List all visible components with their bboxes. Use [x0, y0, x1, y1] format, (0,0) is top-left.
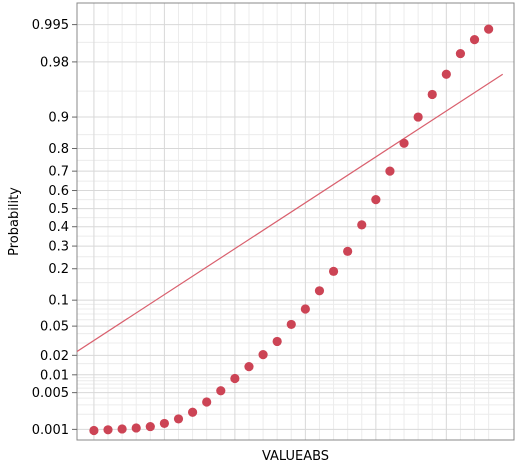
- y-tick-label: 0.001: [32, 423, 69, 438]
- data-point: [314, 286, 325, 296]
- data-point: [469, 35, 480, 45]
- data-point: [300, 304, 310, 314]
- data-point: [145, 421, 155, 432]
- data-point: [103, 425, 113, 435]
- data-point: [357, 220, 367, 230]
- plot-frame: [76, 2, 515, 441]
- data-point: [399, 138, 409, 148]
- y-tick-label: 0.2: [48, 262, 69, 277]
- data-point: [441, 69, 451, 79]
- data-point: [484, 24, 494, 34]
- y-tick-label: 0.98: [40, 55, 69, 70]
- data-point: [187, 407, 198, 417]
- y-tick-label: 0.9: [48, 111, 69, 126]
- data-point: [230, 373, 240, 384]
- data-point: [286, 319, 296, 330]
- y-tick-label: 0.4: [48, 220, 69, 235]
- data-point: [173, 414, 184, 424]
- y-tick-label: 0.7: [48, 165, 69, 180]
- data-point: [371, 195, 381, 205]
- data-point: [89, 425, 99, 436]
- y-axis-ticks: 0.001 0.005 0.01 0.02 0.05 0.1 0.2 0.3 0.4 0.5 0.6…: [32, 18, 77, 438]
- data-point: [272, 336, 282, 347]
- data-point: [258, 350, 268, 360]
- data-point: [244, 362, 254, 372]
- data-point: [413, 112, 423, 122]
- data-point: [385, 166, 395, 176]
- y-tick-label: 0.05: [40, 320, 69, 335]
- y-tick-label: 0.8: [48, 142, 69, 157]
- fit-line: [77, 73, 504, 353]
- data-point: [117, 424, 127, 434]
- data-point: [328, 266, 339, 276]
- y-axis-label: Probability: [7, 187, 22, 256]
- fit-line-group: [77, 73, 504, 353]
- data-point: [216, 386, 226, 396]
- data-point: [159, 418, 169, 429]
- y-tick-label: 0.3: [48, 240, 69, 255]
- data-point: [427, 89, 437, 100]
- major-grid: [77, 3, 514, 440]
- minor-grid: [77, 3, 514, 440]
- y-tick-label: 0.995: [32, 18, 69, 33]
- y-tick-label: 0.5: [48, 202, 69, 217]
- data-point: [455, 48, 466, 59]
- data-point: [343, 246, 353, 256]
- y-tick-label: 0.005: [32, 386, 69, 401]
- y-tick-label: 0.01: [40, 368, 69, 383]
- y-tick-label: 0.1: [48, 294, 69, 309]
- data-points: [89, 24, 494, 436]
- y-tick-label: 0.02: [40, 349, 69, 364]
- data-point: [202, 397, 212, 407]
- x-axis-label: VALUEABS: [262, 449, 329, 464]
- data-point: [131, 423, 141, 433]
- y-tick-label: 0.6: [48, 184, 69, 199]
